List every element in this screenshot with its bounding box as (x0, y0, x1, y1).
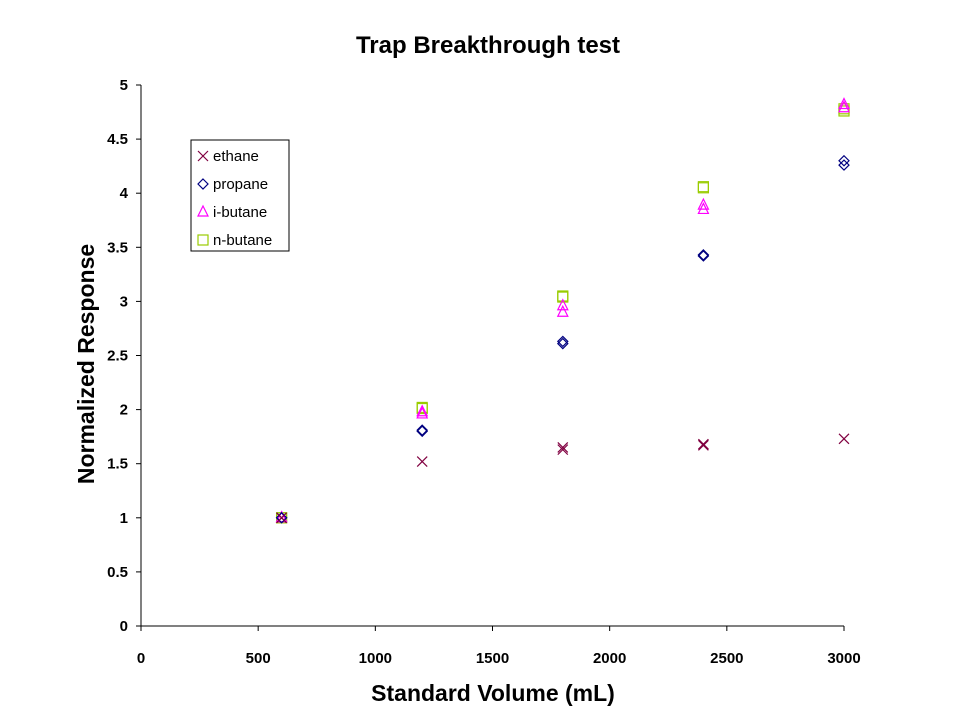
legend: ethane propane i-butane n-butane (190, 139, 290, 252)
x-tick-label: 1000 (359, 650, 392, 667)
tick-labels: 0 500 1000 1500 2000 2500 3000 0 0.5 1 1.5 2 2.5 3 3.5… (107, 77, 861, 667)
n-butane-point (416, 401, 428, 414)
i-butane-point (416, 404, 429, 417)
data-points (275, 97, 850, 524)
y-tick-label: 1 (120, 510, 128, 527)
i-butane-point (838, 97, 850, 110)
y-tick-label: 0 (120, 618, 128, 635)
propane-point (416, 424, 429, 437)
propane-point (838, 159, 850, 171)
y-tick-label: 4 (120, 185, 129, 202)
ethane-point (697, 439, 709, 451)
x-axis-title: Standard Volume (mL) (371, 680, 615, 706)
legend-label-n-butane: n-butane (213, 232, 272, 249)
x-tick-label: 2000 (593, 650, 626, 667)
i-butane-legend-marker (197, 204, 209, 217)
y-tick-label: 5 (120, 77, 128, 94)
legend-label-i-butane: i-butane (213, 204, 267, 221)
x-tick-label: 1500 (476, 650, 509, 667)
x-tick-label: 2500 (710, 650, 743, 667)
propane-legend-marker (197, 178, 209, 190)
x-tick-label: 500 (246, 650, 271, 667)
propane-point (275, 511, 288, 524)
y-tick-label: 3.5 (107, 239, 128, 256)
propane-point (838, 154, 850, 167)
legend-box (190, 139, 290, 252)
ethane-point (557, 442, 569, 453)
y-tick-label: 2.5 (107, 348, 128, 365)
n-butane-point (697, 181, 710, 193)
ethane-point (416, 456, 428, 467)
x-tick-label: 0 (137, 650, 145, 667)
i-butane-point (838, 100, 850, 113)
i-butane-point (416, 406, 429, 419)
legend-label-ethane: ethane (213, 148, 259, 165)
y-tick-label: 4.5 (107, 131, 128, 148)
ethane-point (557, 444, 569, 456)
legend-label-propane: propane (213, 176, 268, 193)
propane-point (697, 250, 710, 262)
y-axis-title: Normalized Response (73, 244, 99, 484)
ethane-point (838, 433, 850, 445)
i-butane-point (697, 197, 710, 210)
propane-point (556, 337, 569, 350)
i-butane-point (275, 510, 288, 523)
x-tick-label: 3000 (827, 650, 860, 667)
y-tick-label: 1.5 (107, 456, 128, 473)
i-butane-point (556, 304, 569, 317)
n-butane-legend-marker (197, 234, 209, 246)
propane-point (556, 335, 569, 348)
i-butane-point (697, 202, 710, 215)
y-tick-label: 3 (120, 293, 128, 310)
ethane-legend-marker (197, 150, 209, 162)
y-tick-label: 2 (120, 402, 128, 419)
chart-title: Trap Breakthrough test (356, 32, 620, 59)
ethane-point (697, 438, 709, 450)
propane-point (416, 425, 429, 438)
axes (136, 84, 845, 631)
propane-point (697, 249, 710, 261)
y-tick-label: 0.5 (107, 564, 128, 581)
i-butane-point (556, 298, 569, 311)
ethane-point (276, 512, 288, 524)
